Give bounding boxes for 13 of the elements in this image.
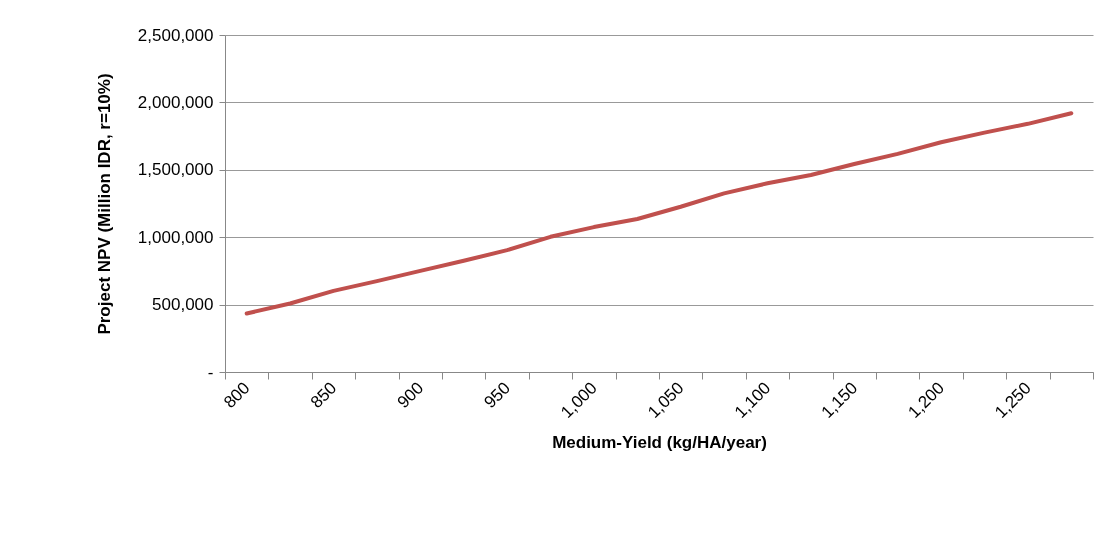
x-tick-label: 800 [220, 378, 254, 412]
line-series [244, 111, 1074, 316]
x-tick-label: 950 [480, 378, 514, 412]
y-tick-label: 2,500,000 [137, 25, 214, 45]
x-axis-title: Medium-Yield (kg/HA/year) [552, 433, 767, 453]
y-tick-label: 1,000,000 [137, 227, 214, 247]
x-tick-label: 850 [306, 378, 341, 412]
y-tick-label: 500,000 [152, 295, 214, 315]
y-axis-title: Project NPV (Million IDR, r=10%) [94, 73, 114, 335]
x-tick-label: 900 [393, 378, 428, 412]
y-tick-label: 1,500,000 [137, 160, 214, 180]
y-tick-label: 2,000,000 [137, 92, 214, 112]
y-tick-label: - [207, 362, 214, 382]
